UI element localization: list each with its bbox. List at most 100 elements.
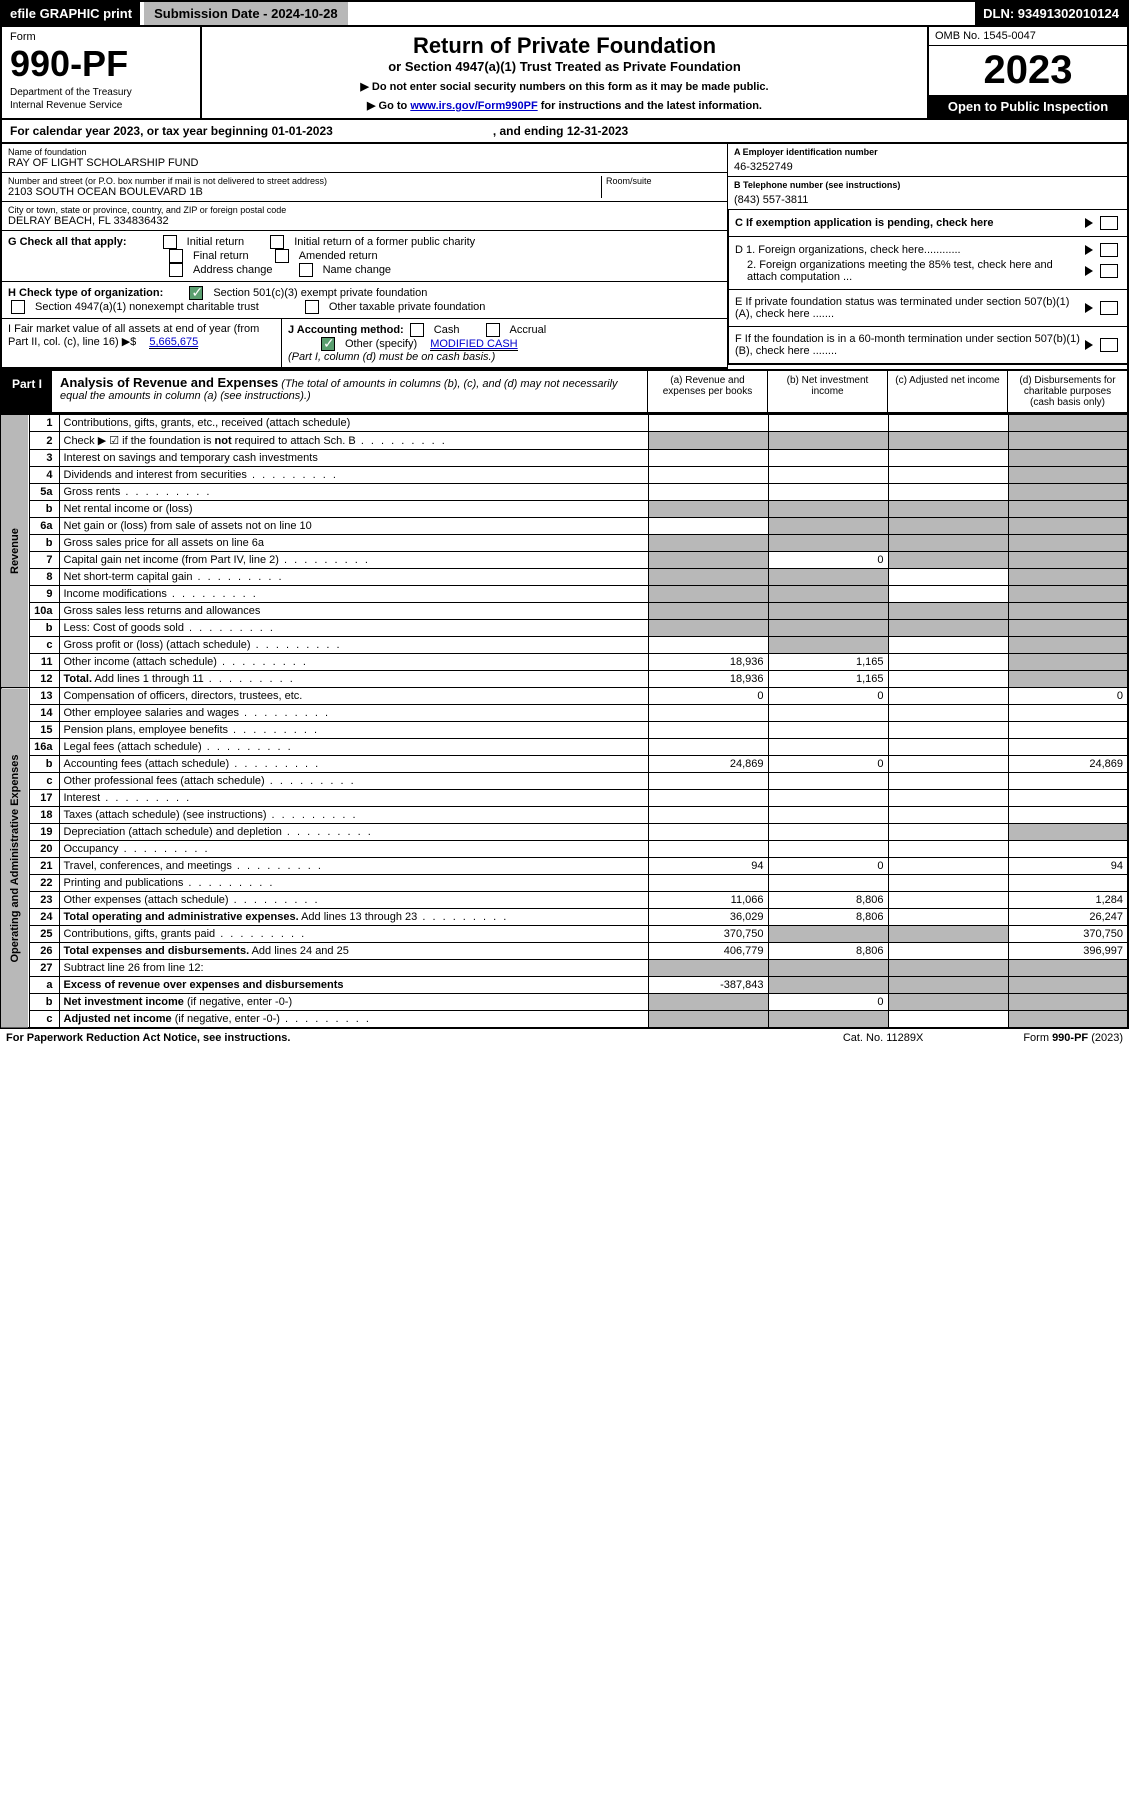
part1-header: Part I Analysis of Revenue and Expenses …: [0, 369, 1129, 414]
cell-a: [648, 603, 768, 620]
cell-a: [648, 705, 768, 722]
row-desc: Occupancy: [59, 841, 648, 858]
cell-d: [1008, 773, 1128, 790]
other-specify[interactable]: MODIFIED CASH: [430, 338, 517, 351]
cell-c: [888, 722, 1008, 739]
cell-b: [768, 450, 888, 467]
col-d: (d) Disbursements for charitable purpose…: [1007, 371, 1127, 412]
cell-c: [888, 501, 1008, 518]
cell-c: [888, 773, 1008, 790]
city-label: City or town, state or province, country…: [8, 205, 721, 215]
chk-initial-former[interactable]: [270, 235, 284, 249]
form-subtitle: or Section 4947(a)(1) Trust Treated as P…: [208, 59, 921, 74]
chk-initial[interactable]: [163, 235, 177, 249]
table-row: 19Depreciation (attach schedule) and dep…: [1, 824, 1128, 841]
chk-c[interactable]: [1100, 216, 1118, 230]
footer-right: Form 990-PF (2023): [1023, 1032, 1123, 1044]
chk-f[interactable]: [1100, 338, 1118, 352]
row-number: b: [29, 501, 59, 518]
cell-d: [1008, 586, 1128, 603]
open-inspection: Open to Public Inspection: [929, 95, 1127, 118]
table-row: bGross sales price for all assets on lin…: [1, 535, 1128, 552]
chk-d2[interactable]: [1100, 264, 1118, 278]
chk-other-acct[interactable]: [321, 337, 335, 351]
section-c: C If exemption application is pending, c…: [728, 210, 1127, 237]
cell-d: [1008, 450, 1128, 467]
chk-amended[interactable]: [275, 249, 289, 263]
table-row: 5aGross rents: [1, 484, 1128, 501]
cell-d: [1008, 722, 1128, 739]
chk-501c3[interactable]: [189, 286, 203, 300]
row-desc: Gross sales less returns and allowances: [59, 603, 648, 620]
cell-d: [1008, 739, 1128, 756]
cell-b: [768, 739, 888, 756]
cell-a: [648, 535, 768, 552]
cell-a: [648, 994, 768, 1011]
chk-d1[interactable]: [1100, 243, 1118, 257]
cell-b: 0: [768, 688, 888, 705]
table-row: 11Other income (attach schedule)18,9361,…: [1, 654, 1128, 671]
chk-other-tax[interactable]: [305, 300, 319, 314]
row-number: 5a: [29, 484, 59, 501]
row-number: b: [29, 756, 59, 773]
table-row: bNet rental income or (loss): [1, 501, 1128, 518]
addr-label: Number and street (or P.O. box number if…: [8, 176, 601, 186]
phone-label: B Telephone number (see instructions): [734, 180, 1121, 190]
irs-link[interactable]: www.irs.gov/Form990PF: [410, 100, 537, 112]
cell-d: [1008, 875, 1128, 892]
table-row: 7Capital gain net income (from Part IV, …: [1, 552, 1128, 569]
chk-cash[interactable]: [410, 323, 424, 337]
cell-a: [648, 501, 768, 518]
chk-4947[interactable]: [11, 300, 25, 314]
cell-a: [648, 875, 768, 892]
chk-final[interactable]: [169, 249, 183, 263]
cell-c: [888, 620, 1008, 637]
cell-c: [888, 977, 1008, 994]
cell-a: 94: [648, 858, 768, 875]
table-row: bAccounting fees (attach schedule)24,869…: [1, 756, 1128, 773]
cell-a: [648, 586, 768, 603]
row-desc: Legal fees (attach schedule): [59, 739, 648, 756]
chk-address[interactable]: [169, 263, 183, 277]
table-row: 4Dividends and interest from securities: [1, 467, 1128, 484]
cell-c: [888, 603, 1008, 620]
cell-b: [768, 432, 888, 450]
chk-e[interactable]: [1100, 301, 1118, 315]
irs-label: Internal Revenue Service: [10, 100, 192, 111]
row-number: 8: [29, 569, 59, 586]
table-row: 12Total. Add lines 1 through 1118,9361,1…: [1, 671, 1128, 688]
cell-b: [768, 926, 888, 943]
cell-b: [768, 960, 888, 977]
row-desc: Total operating and administrative expen…: [59, 909, 648, 926]
dln-label: DLN: 93491302010124: [975, 2, 1127, 25]
row-number: 10a: [29, 603, 59, 620]
part1-label: Part I: [2, 371, 52, 412]
cell-b: [768, 569, 888, 586]
cell-d: [1008, 484, 1128, 501]
name-label: Name of foundation: [8, 147, 721, 157]
cell-a: [648, 960, 768, 977]
row-desc: Other expenses (attach schedule): [59, 892, 648, 909]
row-desc: Income modifications: [59, 586, 648, 603]
cell-c: [888, 943, 1008, 960]
cell-c: [888, 450, 1008, 467]
cell-d: [1008, 432, 1128, 450]
row-number: 14: [29, 705, 59, 722]
part1-table: Revenue1Contributions, gifts, grants, et…: [0, 414, 1129, 1029]
cell-c: [888, 484, 1008, 501]
cell-a: [648, 450, 768, 467]
row-desc: Capital gain net income (from Part IV, l…: [59, 552, 648, 569]
table-row: 21Travel, conferences, and meetings94094: [1, 858, 1128, 875]
row-desc: Gross sales price for all assets on line…: [59, 535, 648, 552]
cell-b: [768, 484, 888, 501]
chk-name[interactable]: [299, 263, 313, 277]
chk-accrual[interactable]: [486, 323, 500, 337]
table-row: 26Total expenses and disbursements. Add …: [1, 943, 1128, 960]
row-number: 16a: [29, 739, 59, 756]
fmv-link[interactable]: 5,665,675: [149, 336, 198, 349]
row-number: 2: [29, 432, 59, 450]
row-number: 26: [29, 943, 59, 960]
row-desc: Travel, conferences, and meetings: [59, 858, 648, 875]
cell-d: [1008, 1011, 1128, 1029]
cell-d: 1,284: [1008, 892, 1128, 909]
